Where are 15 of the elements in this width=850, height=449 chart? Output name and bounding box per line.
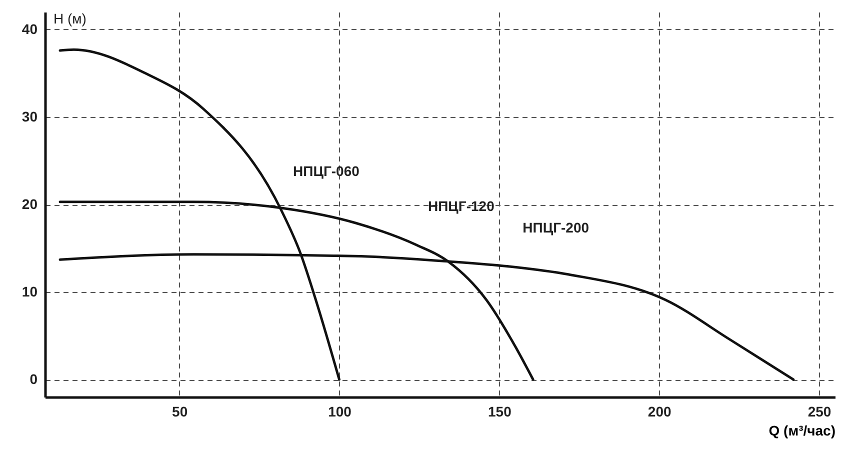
x-tick-label: 200 bbox=[648, 404, 672, 420]
x-tick-label: 100 bbox=[328, 404, 352, 420]
y-tick-label: 0 bbox=[30, 371, 38, 387]
x-axis-title: Q (м³/час) bbox=[768, 422, 836, 438]
y-tick-label: 40 bbox=[22, 21, 38, 37]
series-label: НПЦГ-060 bbox=[293, 162, 360, 179]
text: НПЦГ-200 bbox=[522, 220, 590, 236]
y-axis-title: H (м) bbox=[54, 10, 86, 26]
x-tick-label: 50 bbox=[172, 404, 188, 420]
x-tick-label: 250 bbox=[808, 404, 832, 420]
y-tick-label: 30 bbox=[22, 108, 38, 124]
x-tick-label: 150 bbox=[488, 404, 512, 420]
y-tick-label: 20 bbox=[22, 196, 38, 212]
y-tick-label: 10 bbox=[22, 284, 38, 300]
text: НПЦГ-120 bbox=[428, 198, 495, 214]
